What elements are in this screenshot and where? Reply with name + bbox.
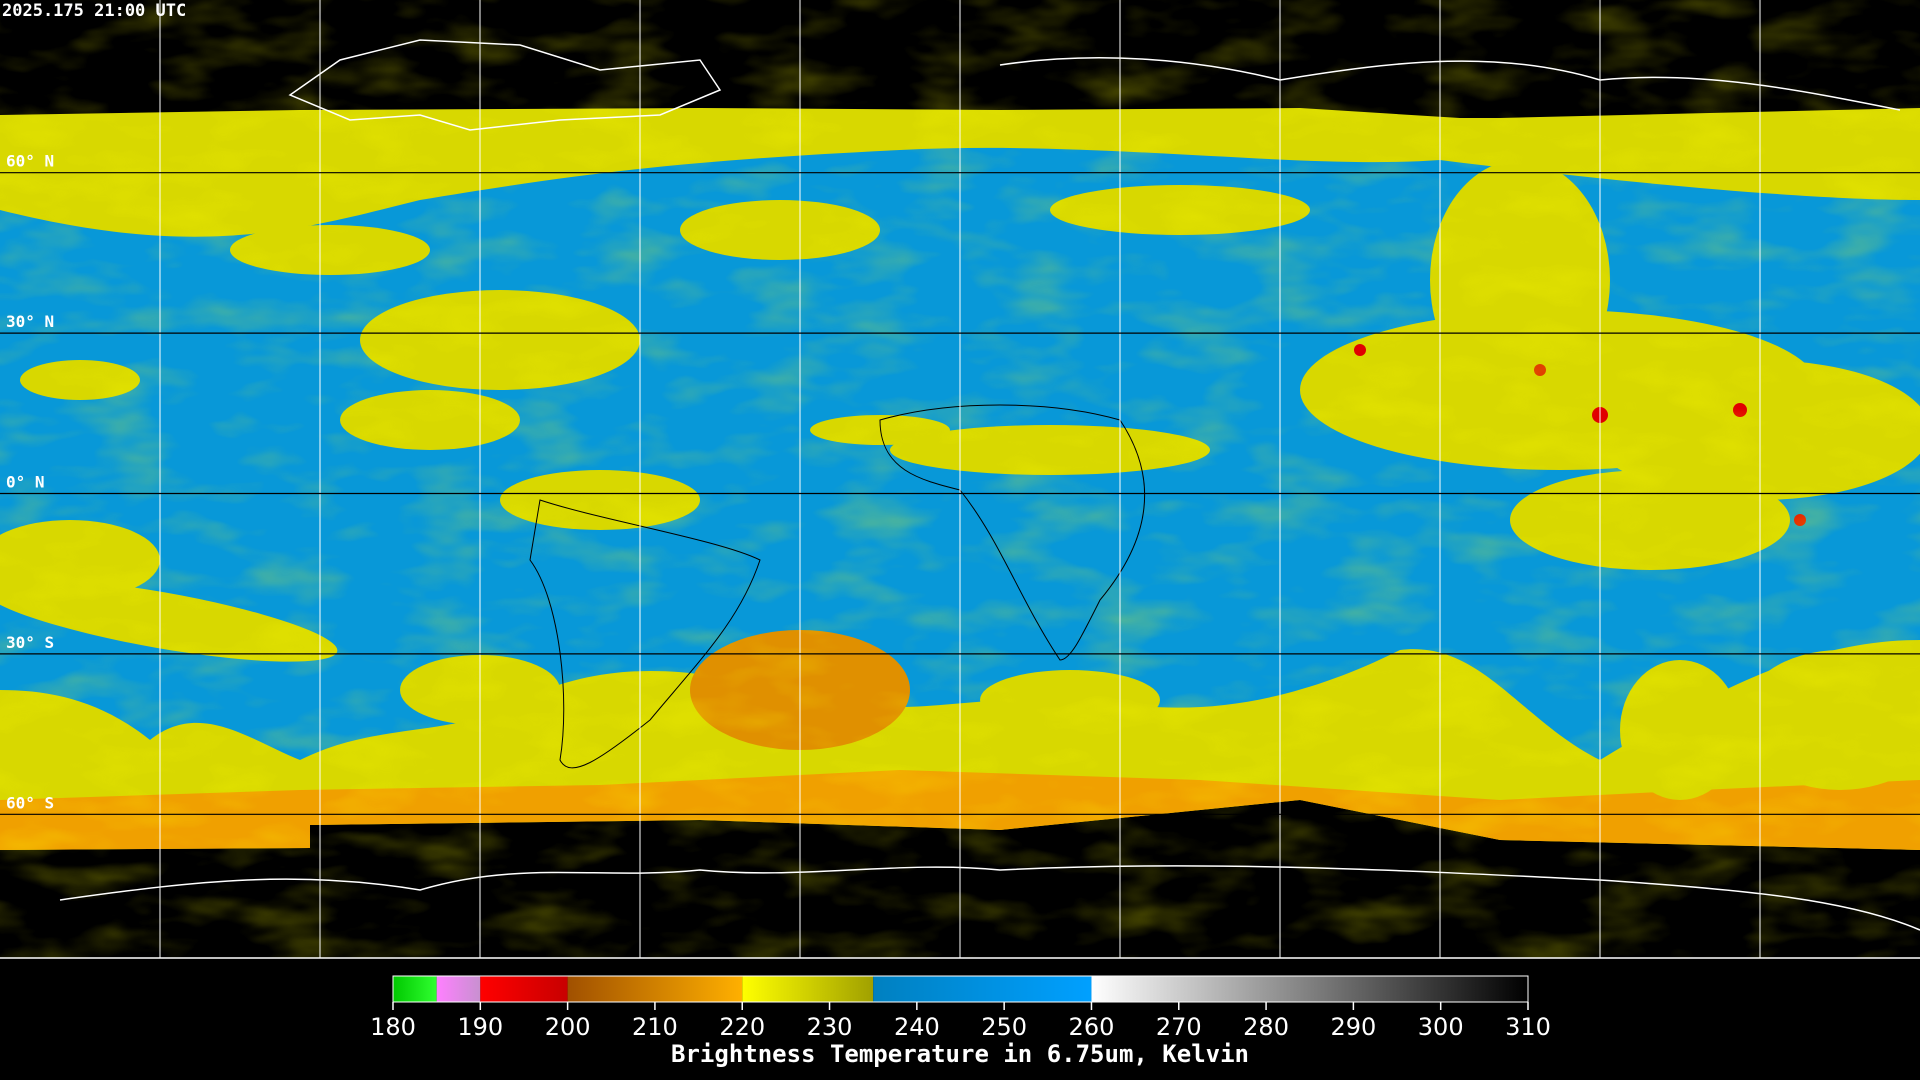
- latitude-label: 0° N: [6, 473, 45, 492]
- tick-label: 270: [1156, 1013, 1202, 1041]
- tick-label: 260: [1069, 1013, 1115, 1041]
- tick-label: 240: [894, 1013, 940, 1041]
- tick-label: 210: [632, 1013, 678, 1041]
- latitude-label: 60° S: [6, 793, 54, 812]
- tick-label: 310: [1505, 1013, 1551, 1041]
- colorbar: 180 190 200 210 220 230 240 250 260 270 280 290 300 3…: [370, 975, 1551, 1041]
- color-segment: [742, 976, 874, 1002]
- tick-label: 200: [545, 1013, 591, 1041]
- graticule: 60° N 30° N 0° N 30° S 60° S: [0, 0, 1920, 959]
- tick-label: 220: [719, 1013, 765, 1041]
- tick-label: 190: [457, 1013, 503, 1041]
- tick-label: 290: [1330, 1013, 1376, 1041]
- latitude-label: 30° S: [6, 633, 54, 652]
- tick-label: 250: [981, 1013, 1027, 1041]
- tick-label: 180: [370, 1013, 416, 1041]
- color-segment: [873, 976, 1092, 1002]
- tick-label: 280: [1243, 1013, 1289, 1041]
- tick-label: 300: [1418, 1013, 1464, 1041]
- color-segment: [480, 976, 568, 1002]
- tick-label: 230: [807, 1013, 853, 1041]
- color-segment: [1091, 976, 1528, 1002]
- timestamp: 2025.175 21:00 UTC: [2, 1, 186, 21]
- color-segment: [436, 976, 481, 1002]
- colorbar-frame: [392, 975, 1529, 1003]
- latitude-label: 30° N: [6, 312, 54, 331]
- colorbar-label: Brightness Temperature in 6.75um, Kelvin: [671, 1040, 1249, 1068]
- latitude-label: 60° N: [6, 152, 54, 171]
- color-segment: [393, 976, 437, 1002]
- color-segment: [567, 976, 743, 1002]
